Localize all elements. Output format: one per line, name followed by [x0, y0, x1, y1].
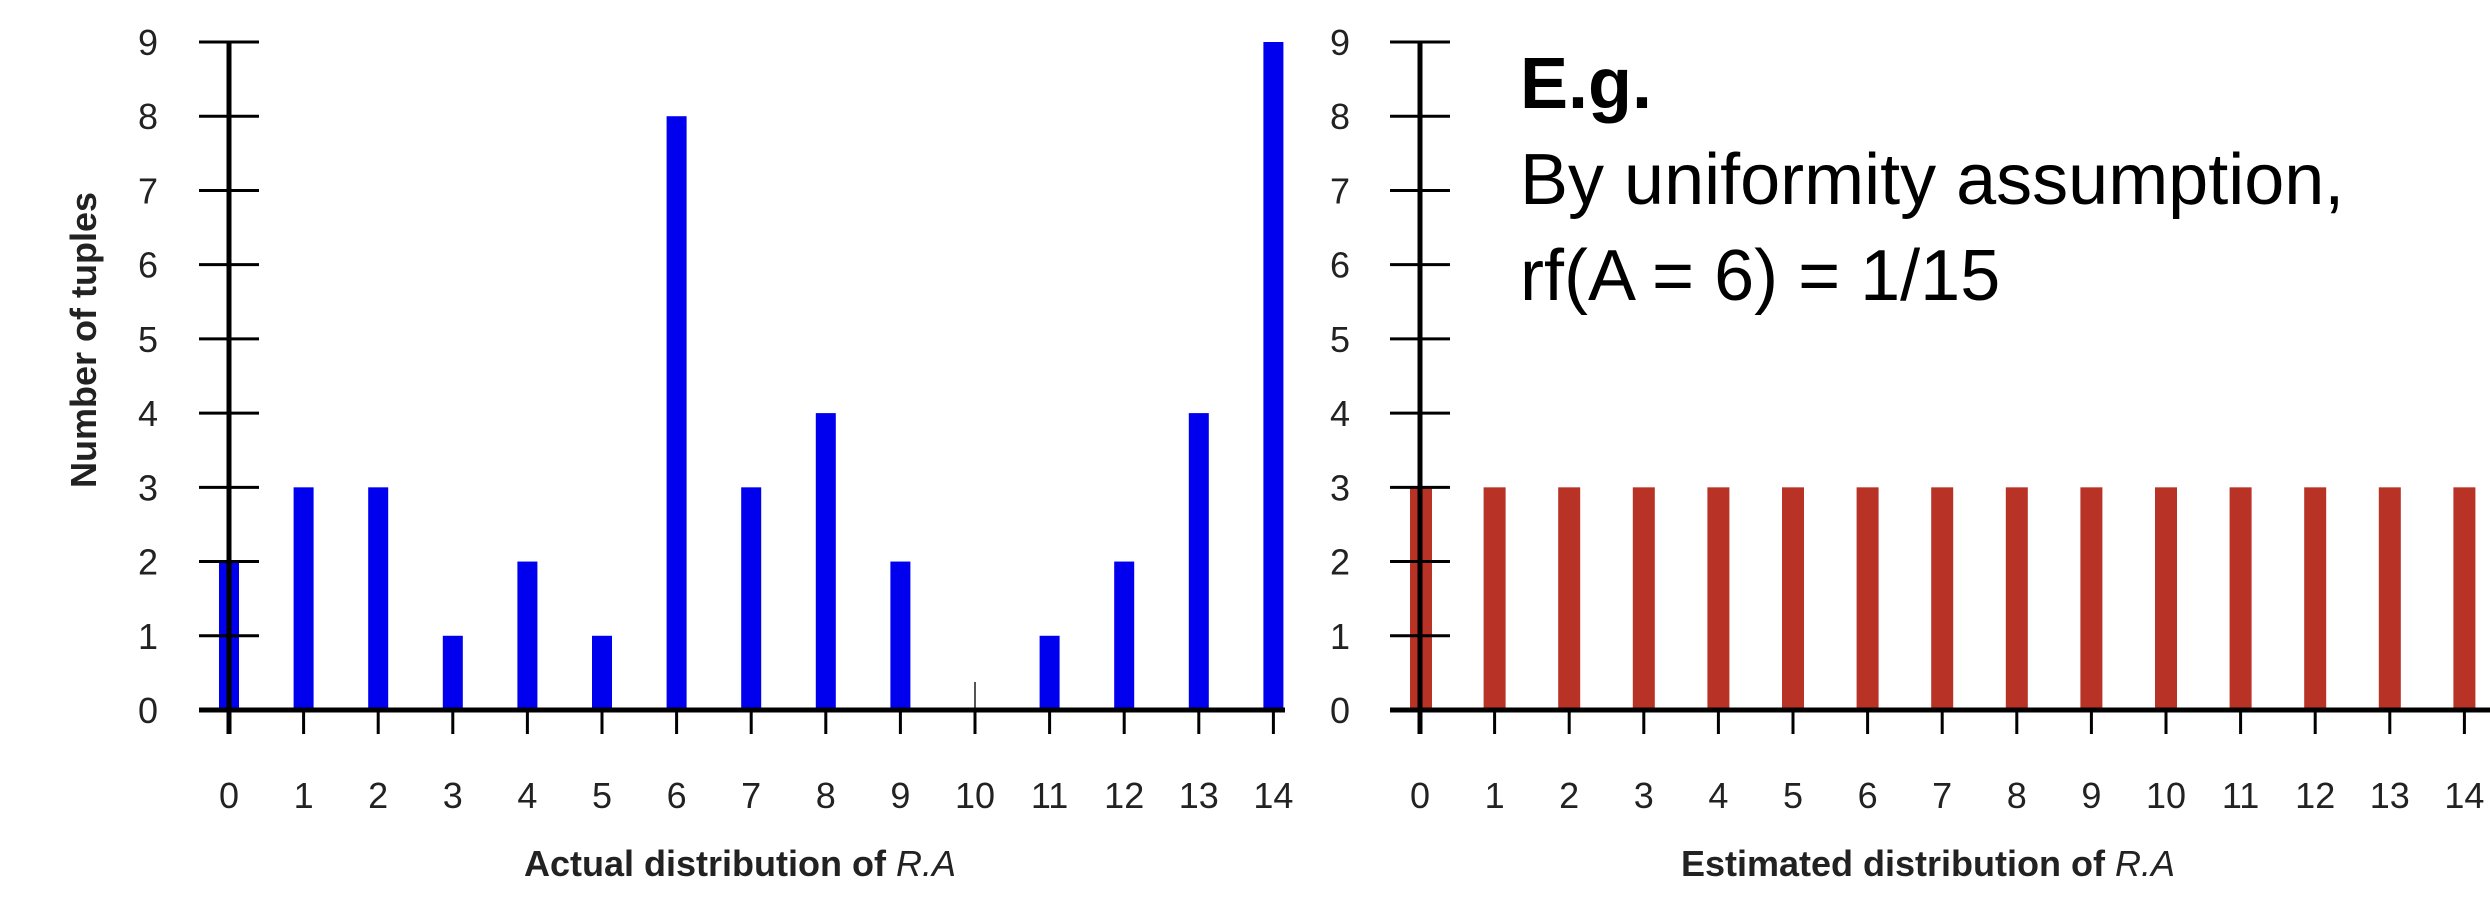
bar-estimated-14 — [2453, 487, 2476, 710]
x-axis-title: Actual distribution of R.A — [524, 843, 956, 884]
bar-actual-4 — [517, 561, 538, 710]
bar-estimated-11 — [2229, 487, 2252, 710]
bar-estimated-13 — [2378, 487, 2401, 710]
bar-estimated-4 — [1707, 487, 1730, 710]
x-tick-label-10: 10 — [955, 775, 995, 816]
annotation-line-1: By uniformity assumption, — [1520, 140, 2345, 220]
x-tick-label-5: 5 — [1783, 775, 1803, 816]
bar-actual-12 — [1114, 561, 1135, 710]
y-tick-label-8: 8 — [138, 96, 158, 137]
x-tick-label-3: 3 — [1634, 775, 1654, 816]
x-tick-label-5: 5 — [592, 775, 612, 816]
x-tick-label-12: 12 — [1104, 775, 1144, 816]
y-tick-label-0: 0 — [138, 690, 158, 731]
x-tick-label-9: 9 — [890, 775, 910, 816]
bar-estimated-2 — [1558, 487, 1581, 710]
y-tick-label-5: 5 — [1330, 319, 1350, 360]
x-tick-label-0: 0 — [219, 775, 239, 816]
bar-actual-1 — [293, 487, 314, 710]
y-tick-label-7: 7 — [138, 170, 158, 211]
bar-estimated-1 — [1483, 487, 1506, 710]
y-tick-label-1: 1 — [1330, 616, 1350, 657]
x-tick-label-7: 7 — [1932, 775, 1952, 816]
y-tick-label-4: 4 — [138, 393, 158, 434]
bar-estimated-5 — [1782, 487, 1804, 710]
y-tick-label-0: 0 — [1330, 690, 1350, 731]
y-tick-label-7: 7 — [1330, 170, 1350, 211]
bar-estimated-9 — [2080, 487, 2103, 710]
x-tick-label-12: 12 — [2295, 775, 2335, 816]
x-tick-label-7: 7 — [741, 775, 761, 816]
bar-actual-9 — [890, 561, 911, 710]
y-tick-label-6: 6 — [138, 245, 158, 286]
x-tick-label-1: 1 — [1485, 775, 1505, 816]
x-tick-label-8: 8 — [816, 775, 836, 816]
x-axis-title: Estimated distribution of R.A — [1681, 843, 2175, 884]
bar-actual-5 — [592, 635, 612, 710]
x-tick-label-6: 6 — [667, 775, 687, 816]
x-tick-label-10: 10 — [2146, 775, 2186, 816]
annotation-heading: E.g. — [1520, 44, 1653, 124]
y-tick-label-2: 2 — [138, 542, 158, 583]
x-tick-label-13: 13 — [1179, 775, 1219, 816]
y-tick-label-5: 5 — [138, 319, 158, 360]
bar-actual-3 — [442, 635, 463, 710]
bar-actual-6 — [666, 116, 687, 710]
x-tick-label-2: 2 — [368, 775, 388, 816]
y-tick-label-9: 9 — [1330, 22, 1350, 63]
x-tick-label-9: 9 — [2081, 775, 2101, 816]
x-tick-label-0: 0 — [1410, 775, 1430, 816]
x-tick-label-13: 13 — [2370, 775, 2410, 816]
y-tick-label-2: 2 — [1330, 542, 1350, 583]
bar-actual-14 — [1263, 42, 1284, 710]
bar-estimated-3 — [1632, 487, 1655, 710]
x-axis-title-text: Estimated distribution of — [1681, 843, 2115, 884]
bar-estimated-10 — [2155, 487, 2177, 710]
x-axis-title-text: Actual distribution of — [524, 843, 896, 884]
x-axis-title-variable: R.A — [2115, 843, 2175, 884]
x-tick-label-8: 8 — [2007, 775, 2027, 816]
x-tick-label-14: 14 — [2444, 775, 2484, 816]
x-tick-label-6: 6 — [1858, 775, 1878, 816]
annotation-text: E.g. By uniformity assumption, rf(A = 6)… — [1520, 36, 2344, 324]
x-tick-label-4: 4 — [1708, 775, 1728, 816]
bar-actual-8 — [815, 413, 836, 710]
bar-actual-11 — [1039, 635, 1060, 710]
bar-actual-7 — [741, 487, 762, 710]
bar-estimated-8 — [2005, 487, 2028, 710]
x-tick-label-14: 14 — [1253, 775, 1293, 816]
bar-actual-2 — [368, 487, 389, 710]
y-tick-label-3: 3 — [1330, 467, 1350, 508]
y-tick-label-8: 8 — [1330, 96, 1350, 137]
y-tick-label-9: 9 — [138, 22, 158, 63]
y-tick-label-4: 4 — [1330, 393, 1350, 434]
x-tick-label-2: 2 — [1559, 775, 1579, 816]
bar-estimated-7 — [1931, 487, 1954, 710]
y-tick-label-1: 1 — [138, 616, 158, 657]
annotation-line-2: rf(A = 6) = 1/15 — [1520, 236, 2001, 316]
y-axis-title: Number of tuples — [63, 192, 104, 488]
bar-estimated-12 — [2304, 487, 2327, 710]
x-tick-label-3: 3 — [443, 775, 463, 816]
x-tick-label-11: 11 — [2222, 775, 2259, 816]
y-tick-label-6: 6 — [1330, 245, 1350, 286]
x-tick-label-4: 4 — [517, 775, 537, 816]
x-tick-label-1: 1 — [294, 775, 314, 816]
x-tick-label-11: 11 — [1031, 775, 1068, 816]
bar-estimated-6 — [1856, 487, 1879, 710]
x-axis-title-variable: R.A — [896, 843, 956, 884]
bar-actual-13 — [1188, 413, 1209, 710]
y-tick-label-3: 3 — [138, 467, 158, 508]
